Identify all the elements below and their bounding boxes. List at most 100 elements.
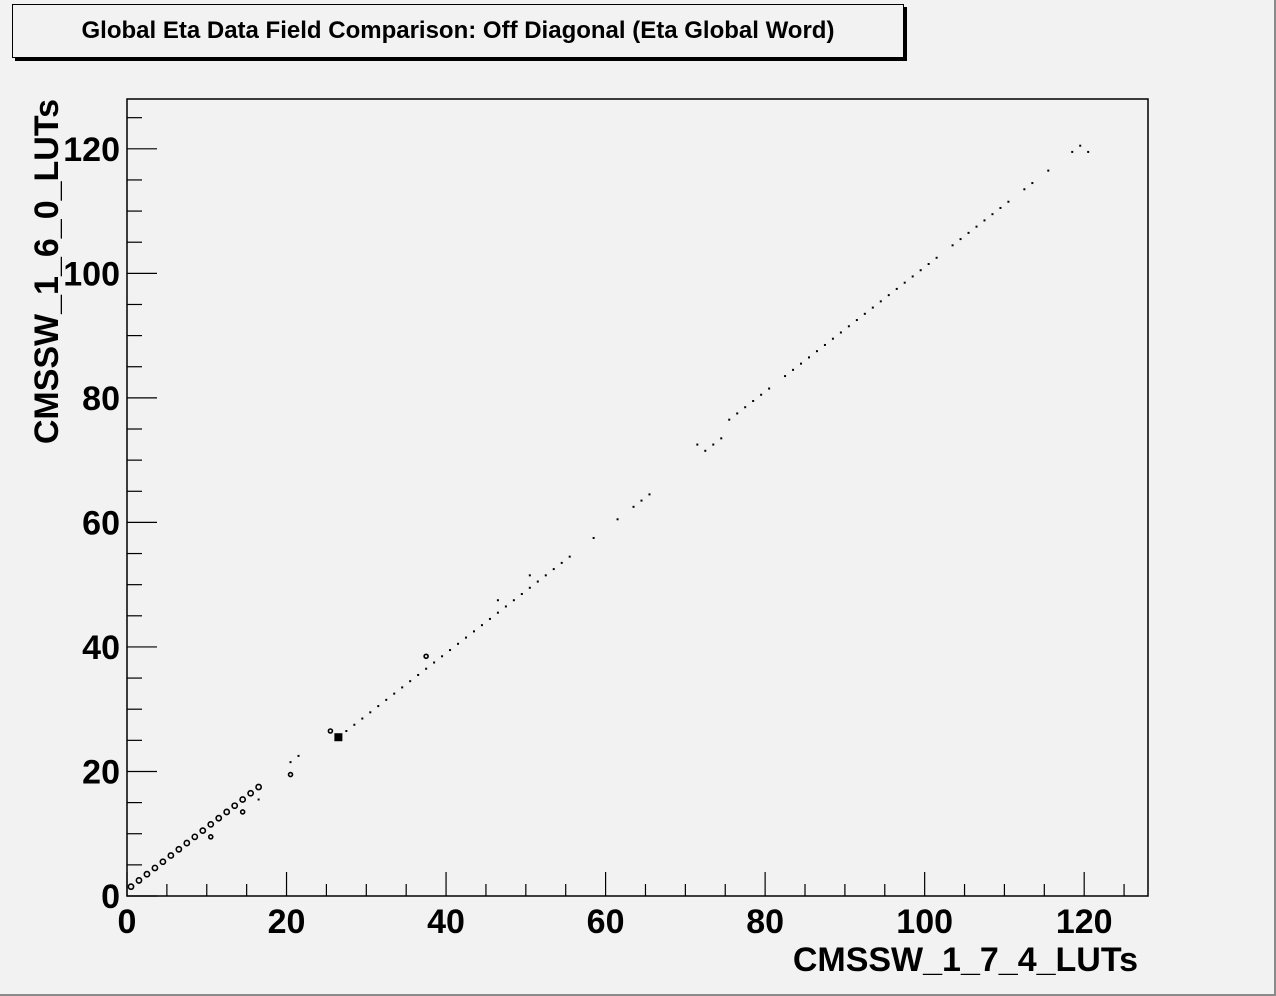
data-point <box>552 568 555 571</box>
data-point <box>648 493 651 496</box>
data-point <box>911 275 914 278</box>
data-point <box>823 343 826 346</box>
data-point <box>847 325 850 328</box>
data-point <box>239 796 247 803</box>
data-point <box>935 256 938 259</box>
data-point <box>151 864 159 872</box>
data-point <box>504 605 507 608</box>
y-tick-label: 40 <box>82 629 120 667</box>
data-point <box>919 269 922 272</box>
data-point <box>784 375 787 378</box>
data-point <box>736 412 739 415</box>
data-point <box>863 312 866 315</box>
data-point <box>488 617 491 620</box>
data-point <box>991 213 994 216</box>
data-point <box>207 834 214 840</box>
x-tick-label: 0 <box>118 903 137 941</box>
data-point <box>792 368 795 371</box>
data-point <box>959 238 962 241</box>
data-point <box>983 219 986 222</box>
x-tick-label: 80 <box>746 903 784 941</box>
data-point <box>720 437 723 440</box>
x-axis-tick-labels: 0 20 40 60 80 100 120 <box>118 903 1113 941</box>
data-point <box>528 574 531 577</box>
data-point <box>895 287 898 290</box>
data-point <box>887 294 890 297</box>
x-tick-label: 20 <box>268 903 306 941</box>
data-point <box>712 443 715 446</box>
data-point <box>223 808 231 816</box>
y-axis-title: CMSSW_1_6_0_LUTs <box>28 99 66 444</box>
data-point <box>696 443 699 446</box>
y-tick-label: 20 <box>82 753 120 791</box>
data-point <box>528 586 531 589</box>
data-point <box>255 783 263 791</box>
data-point <box>377 705 380 708</box>
data-point <box>496 599 499 602</box>
data-point <box>231 802 239 810</box>
x-tick-label: 60 <box>587 903 625 941</box>
data-point <box>393 692 396 695</box>
data-point <box>807 356 810 359</box>
y-tick-label: 60 <box>82 504 120 542</box>
data-point <box>287 771 294 778</box>
data-point <box>385 698 388 701</box>
data-point <box>425 667 428 670</box>
data-point <box>159 858 167 866</box>
x-tick-label: 120 <box>1056 903 1113 941</box>
data-point <box>544 574 547 577</box>
data-point <box>496 611 499 614</box>
data-point <box>423 653 429 660</box>
x-tick-label: 40 <box>427 903 465 941</box>
data-point <box>967 231 970 234</box>
data-point <box>1023 188 1026 191</box>
data-point <box>744 406 747 409</box>
data-point <box>289 761 292 764</box>
data-point <box>855 319 858 322</box>
data-point <box>369 711 372 714</box>
data-point <box>135 877 143 884</box>
data-point <box>327 728 334 734</box>
data-point <box>520 593 523 596</box>
data-point <box>592 536 595 539</box>
data-point <box>239 809 246 815</box>
data-point <box>999 206 1002 209</box>
data-point <box>247 789 255 797</box>
data-point <box>760 393 763 396</box>
data-points <box>127 144 1090 891</box>
data-point <box>560 561 563 564</box>
data-point <box>1031 182 1034 185</box>
data-point <box>433 661 436 664</box>
data-point <box>568 555 571 558</box>
data-point <box>839 331 842 334</box>
data-point <box>512 599 515 602</box>
data-point <box>831 337 834 340</box>
data-point <box>409 680 412 683</box>
data-point <box>191 833 199 841</box>
data-point <box>480 624 483 627</box>
y-axis-ticks <box>127 117 157 897</box>
data-point <box>441 655 444 658</box>
data-point <box>183 839 191 847</box>
data-point <box>417 673 420 676</box>
data-point <box>903 281 906 284</box>
data-point <box>353 723 356 726</box>
data-point <box>361 717 364 720</box>
data-point <box>401 686 404 689</box>
data-point <box>616 518 619 521</box>
data-point <box>449 649 452 652</box>
data-point <box>640 499 643 502</box>
data-point <box>927 263 930 266</box>
data-point <box>297 754 300 757</box>
y-tick-label: 100 <box>63 255 120 293</box>
data-point <box>871 306 874 309</box>
chart-title: Global Eta Data Field Comparison: Off Di… <box>12 4 904 58</box>
data-point <box>752 399 755 402</box>
y-tick-label: 0 <box>101 878 120 916</box>
plot-frame <box>126 98 1149 897</box>
data-point <box>728 418 731 421</box>
data-point <box>879 300 882 303</box>
data-point <box>199 827 207 835</box>
data-point <box>704 449 707 452</box>
